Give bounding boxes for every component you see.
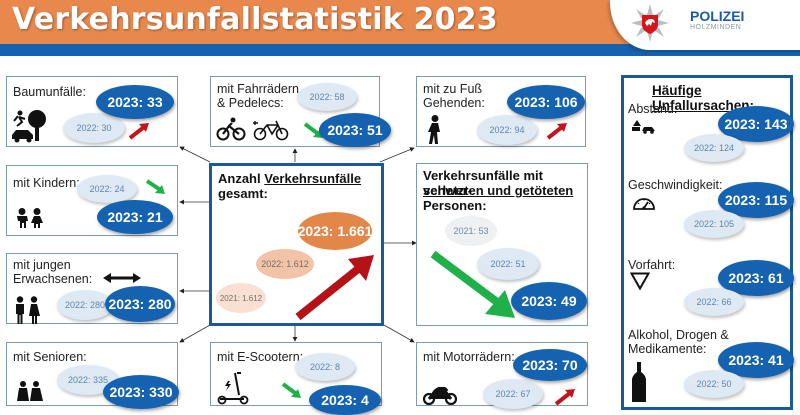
trend-up-arrow-icon [295,255,374,321]
panel-unfallursachen: Häufige Unfallursachen: Abstand: 2023: 1… [621,75,794,410]
card-motorraeder: mit Motorrädern: 2022: 67 2023: 70 [416,342,588,409]
trend-down-arrow-icon [145,179,165,194]
value-2022: 2022: 67 [483,379,543,409]
trend-down-arrow-icon [281,382,301,398]
card-fussgaenger: mit zu Fuß Gehenden: 2022: 94 2023: 106 [416,76,586,147]
children-icon [17,208,43,228]
car-collision-icon [632,120,655,134]
card-fahrraeder: mit Fahrrädern & Pedelecs: 2022: 58 2023… [210,76,391,147]
value-2023: 2023: 106 [507,85,585,119]
police-logo: POLIZEI HOLZMINDEN [610,0,800,50]
logo-subtitle: HOLZMINDEN [690,24,742,31]
value-2023: 2023: 21 [97,200,173,234]
card-junge-erwachsene: mit jungen Erwachsenen: 2022: 280 2023: … [6,253,178,324]
page-title: Verkehrsunfallstatistik 2023 [12,2,498,37]
card-gesamt: Anzahl Verkehrsunfälle gesamt: 2021: 1.6… [209,163,384,326]
card-label-line2: verletzten und getöteten [423,183,574,198]
value-2023: 2023: 70 [513,349,587,381]
value-2022: 2022: 51 [477,248,539,280]
value-2023: 2023: 4 [309,385,381,415]
seniors-icon [17,381,43,401]
bottle-icon [632,362,646,402]
card-label-line2: Gehenden: [423,96,485,110]
card-label-line2: gesamt: [218,186,268,201]
card-senioren: mit Senioren: 2022: 335 2023: 330 [6,342,179,409]
trend-up-arrow-icon [546,123,567,140]
police-star-icon [631,4,669,42]
cause-label-abstand: Abstand: [628,102,678,116]
header: Verkehrsunfallstatistik 2023 POLIZEI HOL… [0,0,800,56]
value-2022: 2022: 30 [63,113,125,143]
logo-title: POLIZEI [690,8,745,24]
value-2022: 2022: 280 [57,290,113,320]
card-label: Baumunfälle: [13,85,86,99]
card-baumunfaelle: Baumunfälle: 2022: 30 2023: 33 [6,76,178,147]
value-2021: 2021: 53 [445,216,497,246]
cause-value-2022: 2022: 105 [684,210,744,238]
card-schwerverletzte: Verkehrsunfälle mit schwer- verletzten u… [416,163,588,326]
card-label-line1: Anzahl Verkehrsunfälle [218,171,361,186]
card-label: mit E-Scootern: [217,350,304,364]
cyclist-icon [216,117,246,141]
value-2023: 2023: 1.661 [298,212,372,250]
card-escooter: mit E-Scootern: 2022: 8 2023: 4 [210,342,382,415]
cause-value-2023: 2023: 61 [718,260,794,296]
cause-label-alkohol-line2: Medikamente: [628,342,707,356]
label-underlined: schwer- [423,183,473,198]
value-2023: 2023: 33 [96,85,174,119]
value-2022: 2022: 58 [297,83,357,111]
yield-sign-icon [630,272,650,290]
card-label-line1: mit jungen [13,258,71,272]
speedometer-icon [633,198,655,210]
card-label-line2: & Pedelecs: [217,96,284,110]
header-stripe [0,44,800,56]
cause-value-2022: 2022: 50 [684,370,744,398]
motorcycle-icon [423,387,457,405]
cause-label-alkohol-line1: Alkohol, Drogen & [628,328,729,342]
value-2022: 2022: 24 [77,175,137,203]
card-label-line2: Erwachsenen: [13,272,93,286]
trend-equal-arrow-icon [103,273,141,283]
cause-value-2022: 2022: 66 [684,288,744,316]
card-kinder: mit Kindern: 2022: 24 2023: 21 [6,165,178,236]
card-label: mit Senioren: [13,350,87,364]
value-2022: 2022: 1.612 [256,249,314,279]
card-label-line1: mit Fahrrädern [217,82,299,96]
trend-down-arrow-icon [430,250,515,318]
pedelec-icon [253,120,289,141]
label-prefix: Anzahl [218,171,265,186]
pedestrian-icon [428,115,440,144]
cause-label-vorfahrt: Vorfahrt: [628,258,676,272]
value-2023: 2023: 51 [319,113,391,147]
card-label-line1: Verkehrsunfälle mit schwer- [423,168,587,198]
card-label-line1: mit zu Fuß [423,82,483,96]
card-label: mit Motorrädern: [423,350,515,364]
trend-up-arrow-icon [554,389,575,406]
cause-value-2022: 2022: 124 [684,134,744,162]
label-underlined: Verkehrsunfälle [264,171,362,186]
trend-up-arrow-icon [128,123,149,140]
cause-label-geschwindigkeit: Geschwindigkeit: [628,178,723,192]
value-2023: 2023: 280 [105,286,175,322]
value-2023: 2023: 49 [511,282,587,320]
young-adults-icon [16,296,40,324]
tree-crash-icon [12,110,46,143]
value-2022: 2022: 8 [295,353,355,381]
value-2021: 2021: 1.612 [216,283,266,313]
card-label-line3: Personen: [423,198,487,213]
label-prefix: Verkehrsunfälle mit [423,168,543,183]
value-2023: 2023: 330 [103,375,179,409]
cause-value-2023: 2023: 143 [718,106,794,142]
panel-title: Häufige Unfallursachen: [652,83,755,113]
value-2022: 2022: 94 [477,115,537,145]
card-label: mit Kindern: [13,176,80,190]
